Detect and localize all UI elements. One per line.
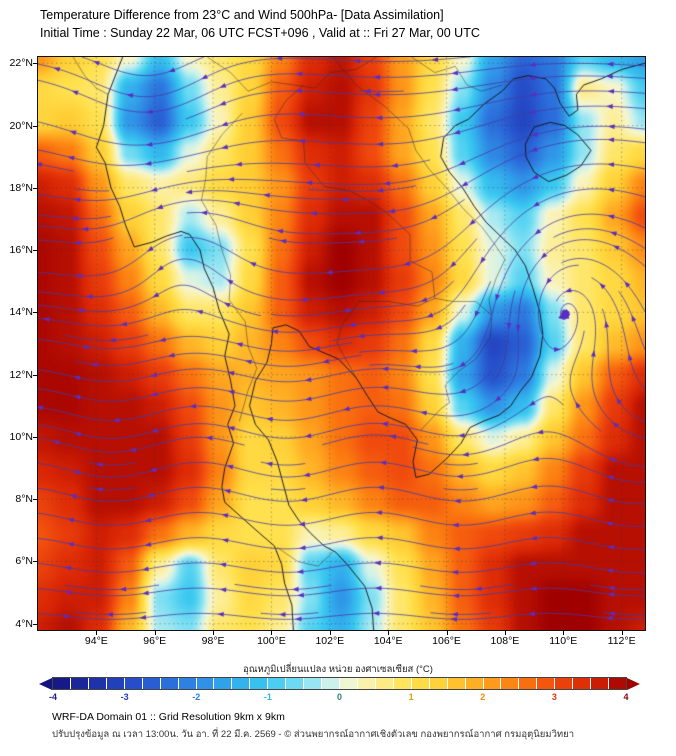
lon-tick-mark xyxy=(96,630,98,635)
colorbar-segment xyxy=(340,678,357,689)
page-subtitle: Initial Time : Sunday 22 Mar, 06 UTC FCS… xyxy=(40,26,480,40)
lat-tick-label: 22°N xyxy=(9,57,33,70)
colorbar-segment xyxy=(232,678,250,689)
colorbar-segment xyxy=(609,678,626,689)
lon-tick-mark xyxy=(446,630,448,635)
map-plot-area: 22°N 20°N 18°N 16°N 14°N 12°N 10°N 8°N 6°N 4°N 94°… xyxy=(10,56,646,647)
colorbar-tick-label: 3 xyxy=(551,692,557,702)
colorbar-segment xyxy=(573,678,591,689)
colorbar-tick-label: -1 xyxy=(263,692,272,702)
lon-tick-mark xyxy=(154,630,156,635)
colorbar-right-arrow xyxy=(627,677,640,690)
lon-tick-label: 98°E xyxy=(201,635,225,647)
colorbar-tick-label: -2 xyxy=(192,692,201,702)
colorbar-segment xyxy=(124,678,142,689)
colorbar-tick-labels: -4 -3 -2 -1 0 1 2 3 4 xyxy=(49,692,629,704)
colorbar-segment xyxy=(483,678,501,689)
lon-tick-label: 100°E xyxy=(257,635,286,647)
lat-tick-mark xyxy=(33,561,38,563)
colorbar-segment xyxy=(53,678,70,689)
colorbar-segment xyxy=(591,678,609,689)
colorbar-segment xyxy=(375,678,393,689)
lon-tick-mark xyxy=(388,630,390,635)
colorbar-segment xyxy=(519,678,537,689)
colorbar-left-arrow xyxy=(39,677,52,690)
lat-tick-mark xyxy=(33,436,38,438)
lon-tick-mark xyxy=(563,630,565,635)
lat-tick-label: 6°N xyxy=(15,555,33,568)
lat-tick-mark xyxy=(33,374,38,376)
lat-tick-label: 20°N xyxy=(9,119,33,132)
colorbar-tick-label: 0 xyxy=(336,692,342,702)
lat-tick-mark xyxy=(33,63,38,65)
colorbar-segment xyxy=(88,678,106,689)
colorbar-segment xyxy=(178,678,196,689)
lon-tick-label: 96°E xyxy=(143,635,167,647)
lat-tick-label: 18°N xyxy=(9,181,33,194)
lat-tick-label: 4°N xyxy=(15,617,33,630)
colorbar-segment xyxy=(142,678,160,689)
credit-text: ปรับปรุงข้อมูล ณ เวลา 13:00น. วัน อา. ที… xyxy=(52,729,575,740)
colorbar-gradient xyxy=(52,677,627,690)
lon-tick-label: 106°E xyxy=(432,635,461,647)
lon-tick-label: 112°E xyxy=(607,635,636,647)
domain-info-text: WRF-DA Domain 01 :: Grid Resolution 9km … xyxy=(52,711,285,723)
colorbar-segment xyxy=(250,678,268,689)
colorbar-tick-label: -3 xyxy=(120,692,129,702)
lon-tick-mark xyxy=(271,630,273,635)
lat-tick-mark xyxy=(33,623,38,625)
colorbar-segment xyxy=(70,678,88,689)
lon-tick-label: 108°E xyxy=(490,635,520,647)
map-canvas xyxy=(38,57,645,630)
colorbar-segment xyxy=(411,678,429,689)
lat-tick-label: 8°N xyxy=(15,493,33,506)
colorbar-segment xyxy=(322,678,339,689)
colorbar-title: อุณหภูมิเปลี่ยนแปลง หน่วย องศาเซลเซียส (… xyxy=(243,664,433,675)
colorbar-segment xyxy=(286,678,304,689)
colorbar-tick-label: 4 xyxy=(623,692,629,702)
colorbar-segment xyxy=(393,678,411,689)
colorbar-segment xyxy=(196,678,214,689)
lat-tick-mark xyxy=(33,187,38,189)
page-title: Temperature Difference from 23°C and Win… xyxy=(40,8,444,22)
lat-tick-label: 16°N xyxy=(9,244,33,257)
colorbar-segment xyxy=(465,678,483,689)
lon-tick-label: 110°E xyxy=(549,635,578,647)
lon-tick-mark xyxy=(329,630,331,635)
colorbar-segment xyxy=(429,678,447,689)
lon-tick-label: 94°E xyxy=(84,635,108,647)
lat-tick-mark xyxy=(33,250,38,252)
lon-tick-label: 104°E xyxy=(373,635,403,647)
lon-tick-label: 102°E xyxy=(315,635,345,647)
lat-tick-label: 10°N xyxy=(9,430,33,443)
colorbar-segment xyxy=(501,678,519,689)
colorbar-segment xyxy=(160,678,178,689)
colorbar-segment xyxy=(268,678,286,689)
lat-tick-label: 14°N xyxy=(9,306,33,319)
colorbar xyxy=(39,677,640,690)
colorbar-tick-label: 2 xyxy=(480,692,486,702)
colorbar-segment xyxy=(304,678,322,689)
colorbar-tick-label: -4 xyxy=(48,692,57,702)
colorbar-segment xyxy=(447,678,465,689)
colorbar-tick-label: 1 xyxy=(408,692,414,702)
lat-tick-mark xyxy=(33,312,38,314)
colorbar-segment xyxy=(537,678,555,689)
colorbar-segment xyxy=(555,678,573,689)
lon-tick-mark xyxy=(504,630,506,635)
colorbar-segment xyxy=(214,678,232,689)
lon-tick-mark xyxy=(621,630,623,635)
lon-tick-mark xyxy=(213,630,215,635)
lat-tick-mark xyxy=(33,499,38,501)
colorbar-segment xyxy=(106,678,124,689)
lat-tick-mark xyxy=(33,125,38,127)
colorbar-segment xyxy=(357,678,375,689)
lat-tick-label: 12°N xyxy=(9,368,33,381)
